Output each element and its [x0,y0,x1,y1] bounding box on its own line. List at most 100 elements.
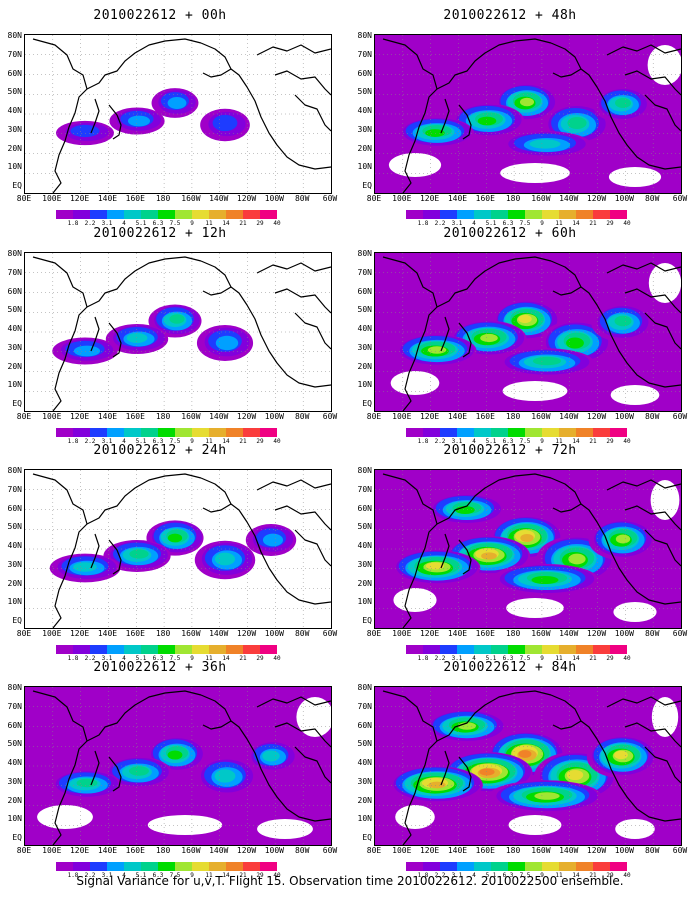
colorbar-tick-label: 2.2 [84,220,96,227]
contour-fill [167,533,183,543]
latitude-label: 10N [7,814,22,824]
map-plot [374,686,682,846]
longitude-label: 100W [614,412,634,421]
contour-fill [567,117,587,129]
colorbar-swatch [141,210,158,219]
latitude-label: 10N [7,380,22,390]
colorbar-tick-label: 1.8 [67,220,79,227]
latitude-label: 60N [357,503,372,513]
longitude-label: 120E [419,194,440,203]
latitude-label: 60N [7,286,22,296]
coastline [606,696,681,708]
colorbar-tick-label: 4 [472,220,476,227]
colorbar-swatch [175,645,192,654]
colorbar-tick-label: 5.1 [485,655,497,662]
longitude-label: 120E [69,194,90,203]
contour-fill [615,98,631,108]
longitude-label: 80E [366,194,382,203]
colorbar-swatch [593,645,610,654]
latitude-label: 50N [357,522,372,532]
coastline [550,260,681,388]
longitude-label: 80W [644,846,660,855]
coastline [200,42,331,170]
latitude-label: 70N [357,484,372,494]
contour-fill [428,781,446,789]
coastline [294,94,331,132]
colorbar-swatch [423,645,440,654]
coastline [200,477,331,605]
colorbar-swatch [158,210,175,219]
colorbar-swatch [90,210,107,219]
longitude-label: 120W [236,846,257,855]
colorbar-swatch [440,862,457,871]
colorbar-tick-label: 21 [589,438,597,445]
figure-caption: Signal Variance for u,v,T. Flight 15. Ob… [76,874,624,888]
map-plot [374,252,682,412]
colorbar-tick-label: 7.5 [519,872,531,879]
contour-fill [615,534,631,544]
coastline [624,722,681,748]
colorbar-swatch [124,210,141,219]
contour-fill [534,792,560,800]
latitude-label: 40N [7,324,22,333]
colorbar [56,645,277,654]
coastline [440,533,450,569]
colorbar-swatch [73,428,90,437]
colorbar-swatch [107,428,124,437]
colorbar-tick-label: 29 [606,220,614,227]
latitude-label: 30N [7,559,22,569]
latitude-label: 50N [357,87,372,97]
latitude-label: 70N [7,701,22,711]
colorbar-swatch [141,645,158,654]
latitude-label: 20N [7,143,22,153]
panel-title: 2010022612 + 24h [93,443,227,458]
colorbar-tick-label: 29 [256,220,264,227]
coastline [32,256,88,411]
longitude-label: 100E [42,412,62,421]
contour-fill [73,345,101,357]
colorbar-tick-label: 6.3 [502,438,514,445]
longitude-label: 100E [392,412,412,421]
coastline [552,68,582,78]
longitude-label: 80W [644,629,660,638]
colorbar-swatch [576,645,593,654]
colorbar-tick-label: 40 [623,872,631,879]
latitude-label: 80N [7,31,22,40]
unshaded-region [610,385,660,405]
colorbar-tick-label: 2.2 [434,655,446,662]
colorbar-swatch [141,428,158,437]
longitude-label: 140E [447,194,468,203]
colorbar-swatch [423,210,440,219]
coastline [294,312,331,350]
longitude-label: 120W [236,412,257,421]
coastline [86,473,202,525]
longitude-label: 80W [294,846,310,855]
longitude-label: 100E [392,629,412,638]
longitude-label: 180 [155,412,171,421]
latitude-label: 60N [7,503,22,513]
longitude-label: 160E [475,629,495,638]
longitude-label: 100W [264,194,284,203]
coastline [606,262,681,274]
colorbar-tick-label: 4 [122,655,126,662]
colorbar-swatch [192,428,209,437]
contour-fill [76,778,98,788]
coastline [32,690,88,845]
contour-fill [479,768,495,776]
colorbar-swatch [525,862,542,871]
colorbar [406,862,627,871]
colorbar-swatch [559,210,576,219]
colorbar-tick-label: 2.2 [84,872,96,879]
longitude-label: 160E [475,412,495,421]
variance-field [375,687,681,845]
colorbar-tick-label: 21 [239,438,247,445]
coastline [274,70,331,96]
colorbar-swatch [406,210,423,219]
contour-fill [529,139,561,149]
latitude-label: EQ [12,833,22,842]
colorbar-swatch [474,862,491,871]
colorbar-tick-label: 11 [555,438,563,445]
longitude-label: 100E [392,194,412,203]
colorbar-swatch [90,862,107,871]
colorbar-swatch [124,862,141,871]
